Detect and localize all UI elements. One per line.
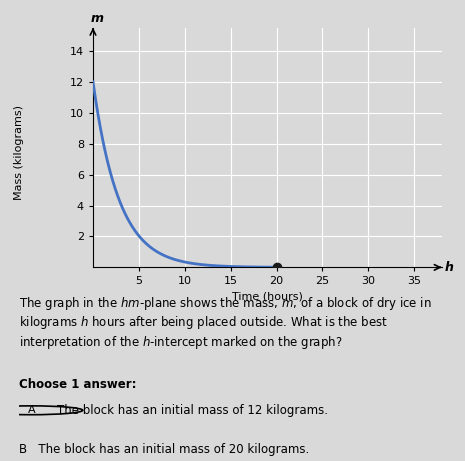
Text: Mass (kilograms): Mass (kilograms) xyxy=(13,105,24,200)
Text: Choose 1 answer:: Choose 1 answer: xyxy=(19,378,136,391)
Text: B   The block has an initial mass of 20 kilograms.: B The block has an initial mass of 20 ki… xyxy=(19,443,309,455)
X-axis label: Time (hours): Time (hours) xyxy=(232,291,303,301)
Text: m: m xyxy=(91,12,104,24)
Text: A: A xyxy=(27,405,35,415)
Text: The block has an initial mass of 12 kilograms.: The block has an initial mass of 12 kilo… xyxy=(57,404,328,417)
Text: h: h xyxy=(445,261,453,274)
Text: The graph in the $hm$-plane shows the mass, $m$, of a block of dry ice in
kilogr: The graph in the $hm$-plane shows the ma… xyxy=(19,295,431,351)
